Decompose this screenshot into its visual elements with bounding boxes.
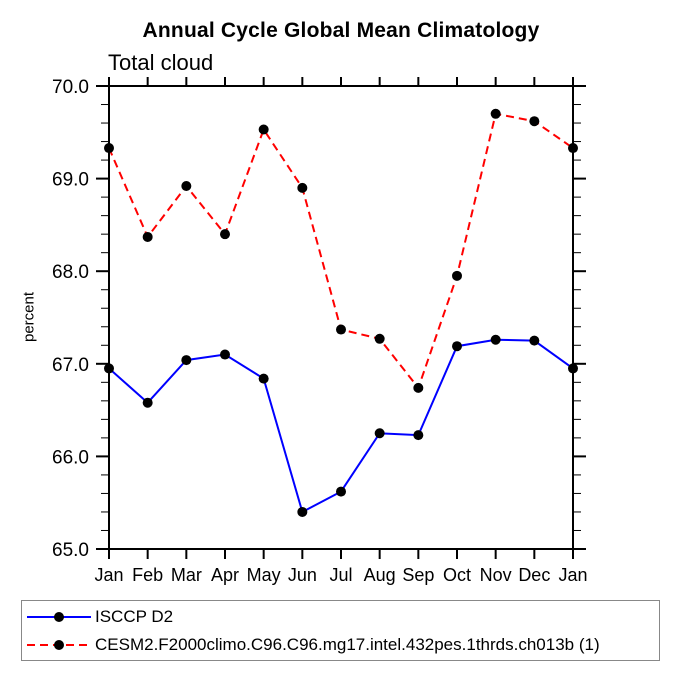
legend-label-cesm2: CESM2.F2000climo.C96.C96.mg17.intel.432p…	[95, 635, 600, 654]
x-tick-label: Dec	[518, 565, 550, 585]
legend-label-isccp: ISCCP D2	[95, 607, 174, 626]
x-tick-label: Jul	[329, 565, 352, 585]
data-point-marker	[104, 143, 114, 154]
legend-item-isccp: ISCCP D2	[22, 603, 659, 631]
data-point-marker	[452, 270, 462, 281]
y-tick-label: 67.0	[52, 355, 89, 376]
y-tick-label: 70.0	[52, 77, 89, 98]
data-point-marker	[568, 143, 578, 154]
chart-title: Annual Cycle Global Mean Climatology	[142, 19, 540, 42]
data-point-marker	[452, 341, 462, 352]
data-point-marker	[142, 231, 153, 242]
x-tick-label: Oct	[443, 565, 471, 585]
data-point-marker	[297, 182, 308, 193]
series-line-1	[108, 112, 574, 390]
legend-sample-marker	[54, 611, 64, 622]
data-point-marker	[104, 363, 114, 374]
data-point-marker	[413, 382, 424, 393]
legend-line-sample-1	[27, 639, 91, 650]
data-point-marker	[374, 428, 385, 439]
data-point-marker	[490, 334, 501, 345]
chart-left-subtitle: Total cloud	[108, 50, 214, 75]
y-tick-label: 66.0	[52, 447, 89, 468]
legend-line-sample-0	[27, 611, 91, 622]
data-point-marker	[529, 335, 540, 346]
plot-area: Jan Feb Mar Apr May Jun Jul Aug Sep Oct Nov Dec Jan6…	[52, 77, 588, 585]
legend-box: ISCCP D2 CESM2.F2000climo.C96.C96.mg17.i…	[21, 600, 660, 661]
legend-sample-marker	[54, 639, 64, 650]
y-tick-label: 65.0	[52, 540, 89, 561]
data-point-marker	[142, 397, 153, 408]
y-tick-label: 69.0	[52, 170, 89, 191]
data-point-marker	[258, 373, 269, 384]
data-point-marker	[336, 486, 346, 497]
x-tick-label: Jan	[558, 565, 587, 585]
x-tick-label: Nov	[480, 565, 512, 585]
data-point-marker	[336, 324, 346, 335]
data-point-marker	[529, 116, 540, 127]
data-point-marker	[568, 363, 578, 374]
data-point-marker	[297, 506, 308, 517]
data-point-marker	[413, 430, 424, 441]
data-point-marker	[181, 355, 192, 366]
x-tick-label: Apr	[211, 565, 239, 585]
legend-item-cesm2: CESM2.F2000climo.C96.C96.mg17.intel.432p…	[22, 631, 659, 659]
series-line-0	[108, 338, 574, 514]
y-tick-label: 68.0	[52, 262, 89, 283]
x-tick-label: Jan	[94, 565, 123, 585]
x-tick-label: Sep	[402, 565, 434, 585]
x-tick-label: May	[247, 565, 281, 585]
data-point-marker	[181, 181, 192, 192]
x-tick-label: Mar	[171, 565, 202, 585]
data-point-marker	[374, 333, 385, 344]
plot-frame	[108, 85, 574, 550]
x-tick-label: Aug	[364, 565, 396, 585]
data-point-marker	[220, 229, 230, 240]
data-point-marker	[258, 124, 269, 135]
x-tick-label: Feb	[132, 565, 163, 585]
x-tick-label: Jun	[288, 565, 317, 585]
data-point-marker	[220, 349, 230, 360]
data-point-marker	[490, 108, 501, 119]
